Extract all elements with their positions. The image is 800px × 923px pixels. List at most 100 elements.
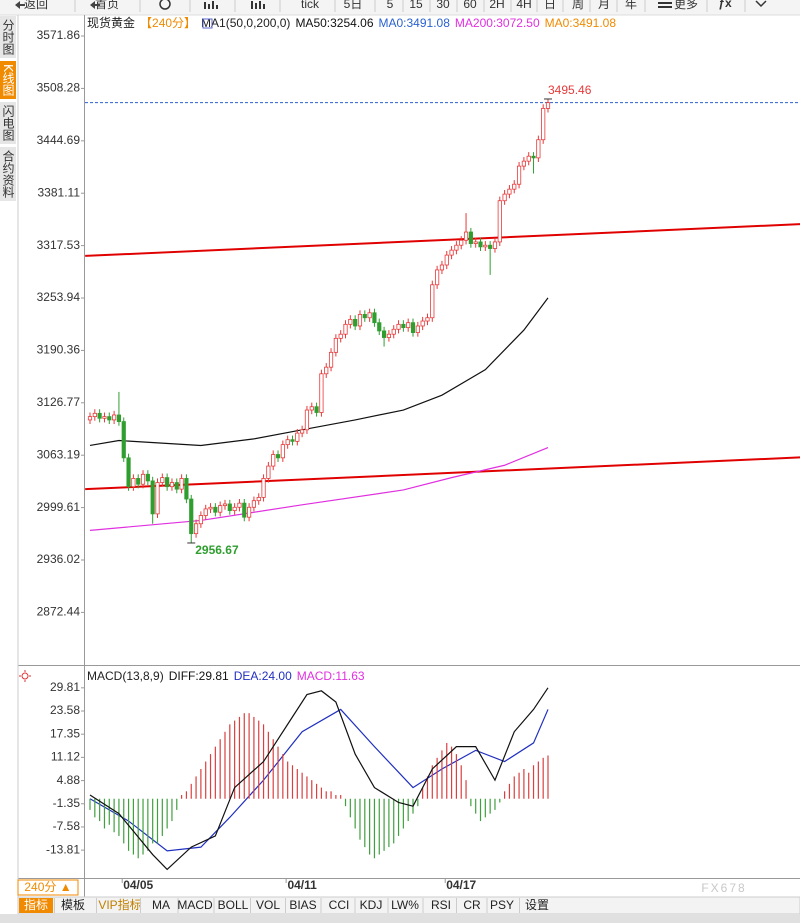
bottom-tab[interactable]: VOL [256, 898, 280, 912]
candle-body [459, 239, 464, 246]
toolbar-item[interactable]: 更多 [674, 0, 698, 11]
bottom-tab[interactable]: MACD [177, 898, 213, 912]
bottom-tab[interactable]: 设置 [525, 898, 549, 912]
candle-body [343, 323, 348, 335]
candle-body [381, 330, 387, 338]
candle-body [256, 496, 261, 502]
candle-body [155, 482, 160, 515]
sidebar-tab[interactable]: K线图 [0, 61, 16, 99]
sidebar-tab[interactable]: 分时图 [0, 16, 16, 58]
candle-body [160, 477, 165, 483]
candle-body [430, 284, 435, 319]
bottom-tab[interactable]: MA [152, 898, 170, 912]
y-tick-label: 23.58 [50, 703, 80, 717]
y-tick-label: -1.35 [53, 796, 81, 810]
y-tick-label: 3381.11 [38, 185, 81, 199]
y-tick-label: 17.35 [50, 726, 80, 740]
candle-body [502, 193, 507, 202]
legend-entry: MACD:11.63 [297, 669, 365, 683]
candle-body [150, 480, 155, 515]
y-tick-label: 3253.94 [37, 290, 81, 304]
candle-body [300, 429, 305, 434]
y-tick-label: 3571.86 [37, 28, 81, 42]
candle-body [184, 478, 189, 500]
indicator: MA1(50,0,200,0) [201, 16, 290, 30]
toolbar-item[interactable]: 15 [409, 0, 423, 11]
candle-body [439, 264, 445, 271]
candle-body [488, 244, 493, 249]
candle-body [227, 503, 232, 511]
toolbar-item[interactable]: 返回 [24, 0, 48, 11]
y-tick-label: 4.88 [57, 773, 81, 787]
sidebar-tab[interactable]: 合约资料 [0, 146, 16, 201]
toolbar-item[interactable]: 年 [625, 0, 637, 11]
candle-body [536, 139, 541, 159]
toolbar-item[interactable]: 5 [387, 0, 394, 11]
toolbar-item[interactable]: tick [301, 0, 320, 11]
bottom-tab[interactable]: BOLL [218, 898, 249, 912]
toolbar-item[interactable]: 周 [572, 0, 584, 11]
candle-body [420, 320, 425, 327]
bottom-tab[interactable]: BIAS [289, 898, 316, 912]
candle-body [386, 333, 391, 338]
bottom-tab[interactable]: RSI [431, 898, 451, 912]
candle-body [396, 323, 401, 330]
candle-body [512, 183, 517, 190]
period-selector[interactable]: 240分 ▲ [24, 880, 71, 894]
candle-body [333, 337, 338, 353]
toolbar-item[interactable]: 60 [463, 0, 477, 11]
y-tick-label: 3444.69 [37, 133, 81, 147]
candle-body [275, 454, 281, 459]
trend-line [85, 456, 800, 491]
candle-body [435, 269, 440, 286]
line [89, 708, 549, 852]
candle-body [242, 502, 247, 518]
bottom-tab[interactable]: CR [463, 898, 481, 912]
bottom-tab[interactable]: 指标 [24, 897, 48, 912]
candle-body [136, 478, 141, 485]
y-tick-label: 3508.28 [37, 81, 81, 95]
toolbar-item[interactable]: 2H [489, 0, 504, 11]
candle-body [208, 506, 213, 510]
bottom-tab[interactable]: CCI [329, 898, 350, 912]
legend-entry: DIFF:29.81 [169, 669, 229, 683]
candle-body [449, 249, 454, 256]
line [89, 687, 549, 871]
candle-body [222, 503, 228, 507]
y-tick-label: 2872.44 [37, 605, 81, 619]
candle-body [92, 412, 97, 418]
bottom-tab[interactable]: LW% [391, 898, 419, 912]
candle-body [121, 421, 126, 459]
candle-body [169, 482, 175, 488]
candle-body [497, 200, 502, 243]
bottom-tab[interactable]: 模板 [61, 898, 85, 912]
bottom-tab[interactable]: KDJ [360, 898, 383, 912]
x-tick-label: 04/17 [446, 878, 476, 892]
candle-body [478, 241, 483, 248]
toolbar-item[interactable]: 30 [436, 0, 450, 11]
x-tick-label: 04/11 [287, 878, 317, 892]
candle-body [444, 254, 449, 266]
candle-body [145, 473, 150, 482]
candle-body [290, 439, 295, 442]
candle-body [324, 366, 329, 375]
bottom-tab[interactable]: VIP指标 [98, 897, 141, 912]
candle-body [237, 502, 242, 508]
bottom-tab[interactable]: PSY [490, 898, 514, 912]
candle-body [425, 317, 430, 322]
y-tick-label: 3126.77 [37, 395, 81, 409]
toolbar-item[interactable]: 日 [544, 0, 556, 11]
sidebar-tab[interactable]: 闪电图 [0, 101, 16, 144]
candle-body [415, 325, 420, 333]
toolbar-item[interactable]: 4H [516, 0, 531, 11]
candle-body [328, 351, 334, 368]
toolbar-item[interactable]: 首页 [95, 0, 119, 11]
toolbar-item[interactable]: 月 [598, 0, 610, 11]
candle-body [531, 155, 536, 159]
candle-body [193, 523, 199, 535]
candle-body [131, 478, 136, 488]
candle-body [295, 432, 300, 442]
toolbar-item[interactable]: 5日 [344, 0, 363, 11]
